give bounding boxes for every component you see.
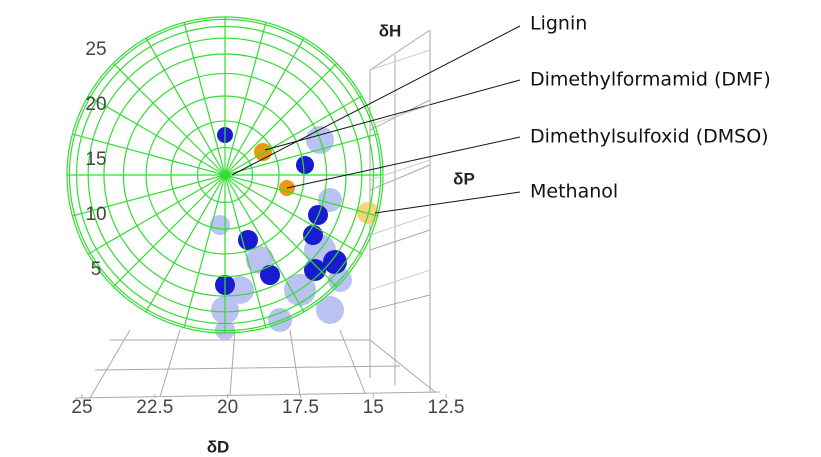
chart: Lignin Dimethylformamid (DMF) Dimethylsu… [0, 0, 821, 457]
x-axis-label: δD [207, 437, 230, 456]
sphere [67, 17, 383, 333]
grid-line [370, 50, 430, 70]
y-tick-label: 15 [85, 149, 106, 170]
grid-line [370, 215, 430, 235]
grid-line [370, 270, 430, 290]
annotation: Dimethylformamid (DMF) [530, 69, 771, 91]
x-tick-label: 15 [363, 397, 384, 418]
sphere-meridian [225, 175, 378, 216]
sphere-meridian [113, 63, 225, 175]
annotation-lines [232, 26, 520, 213]
x-tick-label: 20 [217, 397, 238, 418]
y-tick-label: 10 [85, 204, 106, 225]
annotation: Lignin [530, 13, 587, 35]
x-tick-label: 22.5 [136, 397, 173, 418]
axes-box [75, 30, 440, 398]
x-tick-label: 17.5 [282, 397, 319, 418]
z-axis-label: δP [453, 169, 475, 188]
sphere-meridian [146, 175, 225, 312]
y-tick-label: 5 [91, 259, 102, 280]
y-axis-label: δH [379, 21, 402, 40]
annotation: Methanol [530, 181, 618, 203]
grid-line [370, 105, 430, 125]
sphere-meridian [225, 96, 362, 175]
annotation: Dimethylsulfoxid (DMSO) [530, 126, 769, 148]
y-tick-label: 25 [85, 39, 106, 60]
sphere-meridian [225, 63, 337, 175]
sphere-meridian [113, 175, 225, 287]
sphere-meridian [184, 22, 225, 175]
x-tick-label: 25 [71, 397, 92, 418]
x-tick-label: 12.5 [428, 397, 465, 418]
sphere-meridian [88, 96, 225, 175]
sphere-meridian [88, 175, 225, 254]
sphere-meridian [146, 38, 225, 175]
y-tick-label: 20 [85, 94, 106, 115]
